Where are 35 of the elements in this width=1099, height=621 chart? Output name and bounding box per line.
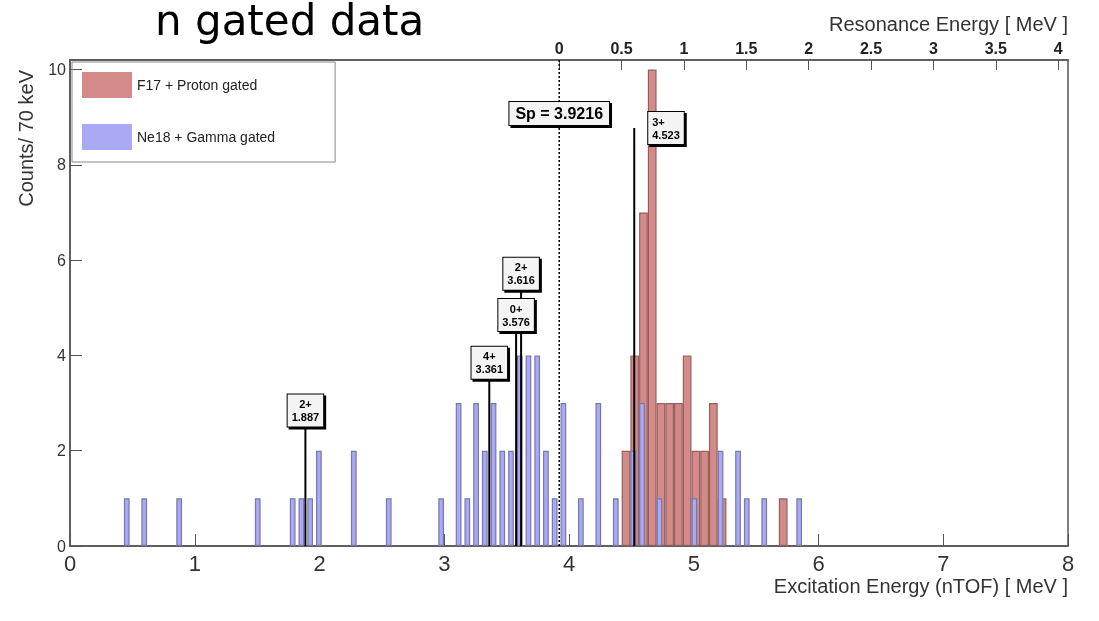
y-tick-label: 8 bbox=[57, 156, 67, 174]
x2-tick-label: 1.5 bbox=[735, 39, 758, 57]
x-tick-label: 3 bbox=[438, 550, 451, 576]
y-tick-label: 10 bbox=[48, 61, 67, 79]
x2-tick-label: 0 bbox=[554, 39, 564, 57]
ref-line-label: 0+ 3.576 bbox=[502, 302, 530, 328]
legend-label: Ne18 + Gamma gated bbox=[137, 129, 276, 145]
ref-line-label: Sp = 3.9216 bbox=[515, 104, 604, 122]
x-tick-label: 1 bbox=[188, 550, 201, 576]
x2-tick-label: 3.5 bbox=[984, 39, 1008, 57]
y-tick-label: 2 bbox=[57, 442, 67, 460]
chart-title: n gated data bbox=[155, 0, 425, 45]
legend-label: F17 + Proton gated bbox=[137, 77, 258, 93]
x2-tick-label: 0.5 bbox=[610, 39, 633, 57]
ref-line-label: 2+ 3.616 bbox=[507, 261, 535, 287]
x-tick-label: 7 bbox=[937, 550, 950, 576]
x2-tick-label: 3 bbox=[929, 39, 939, 57]
x2-tick-label: 4 bbox=[1053, 39, 1063, 57]
x-tick-label: 8 bbox=[1061, 550, 1075, 576]
x-tick-label: 5 bbox=[687, 550, 700, 576]
ref-line-label: 2+ 1.887 bbox=[291, 397, 320, 423]
y-tick-label: 4 bbox=[57, 346, 67, 364]
y-tick-label: 0 bbox=[57, 537, 67, 555]
x-axis-title: Excitation Energy (nTOF) [ MeV ] bbox=[773, 575, 1068, 597]
x2-tick-label: 2.5 bbox=[859, 39, 883, 57]
ref-line-label: 3+ 4.523 bbox=[652, 115, 680, 141]
x2-tick-label: 2 bbox=[804, 39, 814, 57]
x-tick-label: 6 bbox=[812, 550, 825, 576]
ref-line-label: 4+ 3.361 bbox=[475, 350, 504, 376]
y-tick-label: 6 bbox=[57, 251, 67, 269]
x-tick-label: 4 bbox=[562, 550, 576, 576]
x-tick-label: 2 bbox=[313, 550, 326, 576]
x2-axis-title: Resonance Energy [ MeV ] bbox=[828, 13, 1068, 35]
x2-tick-label: 1 bbox=[679, 39, 689, 57]
y-axis-title: Counts/ 70 keV bbox=[15, 69, 37, 207]
